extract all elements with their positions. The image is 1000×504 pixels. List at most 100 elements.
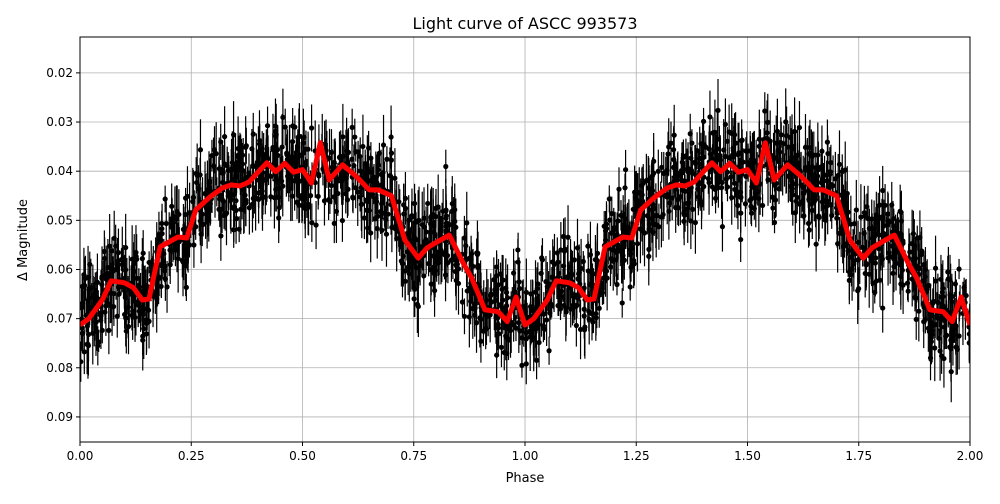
data-point (943, 332, 950, 338)
data-point (732, 140, 739, 146)
data-point (590, 319, 596, 325)
data-point (206, 178, 213, 184)
data-point (966, 324, 970, 330)
data-point (655, 168, 661, 174)
data-point (829, 212, 835, 219)
data-point (938, 294, 944, 300)
data-point (496, 331, 502, 337)
data-point (842, 167, 848, 173)
data-point (827, 169, 833, 175)
data-point (792, 154, 798, 161)
data-point (614, 281, 620, 288)
data-point (555, 259, 561, 265)
data-point (751, 205, 757, 212)
data-point (440, 208, 446, 214)
data-point (611, 225, 617, 231)
data-point (562, 246, 568, 252)
data-point (156, 275, 162, 281)
data-point (880, 187, 886, 194)
data-point (416, 217, 422, 224)
data-point (288, 185, 294, 191)
data-point (222, 134, 228, 140)
data-point (273, 186, 279, 192)
data-point (556, 270, 562, 276)
data-point (282, 124, 288, 130)
data-point (296, 133, 302, 139)
data-point (410, 259, 416, 265)
data-point (961, 285, 967, 291)
data-point (241, 202, 247, 208)
data-point (705, 176, 711, 182)
data-point (653, 221, 659, 228)
data-point (515, 247, 521, 253)
data-point (255, 177, 262, 183)
data-point (243, 143, 249, 149)
data-point (952, 281, 958, 287)
data-point (688, 218, 694, 224)
data-point (532, 326, 538, 332)
data-point (813, 178, 819, 184)
data-point (257, 138, 263, 144)
data-point (308, 125, 315, 131)
data-point (197, 147, 204, 153)
x-tick-label: 0.75 (400, 449, 427, 463)
data-point (443, 163, 449, 170)
data-point (764, 130, 770, 136)
x-tick-label: 1.25 (623, 449, 650, 463)
data-point (745, 161, 751, 167)
data-point (452, 207, 458, 213)
data-point (871, 226, 877, 232)
data-point (851, 221, 857, 227)
data-point (174, 247, 180, 253)
data-point (834, 215, 840, 221)
x-tick-label: 0.50 (289, 449, 316, 463)
data-point (616, 186, 622, 192)
data-point (107, 290, 113, 296)
data-point (219, 170, 226, 176)
data-point (339, 217, 346, 224)
x-tick-label: 1.75 (845, 449, 872, 463)
data-point (729, 194, 735, 201)
data-point (146, 259, 152, 266)
data-point (765, 119, 771, 125)
data-point (835, 172, 841, 178)
data-point (270, 144, 276, 151)
data-point (82, 275, 89, 281)
data-point (735, 152, 741, 158)
data-point (824, 198, 830, 204)
data-point (384, 156, 390, 162)
model-curve (80, 140, 970, 328)
data-point (574, 295, 581, 301)
data-point (756, 143, 762, 149)
data-point (667, 200, 673, 206)
data-point (110, 304, 117, 310)
data-point (123, 244, 129, 251)
x-tick-label: 1.50 (734, 449, 761, 463)
data-point (527, 334, 533, 340)
data-point (634, 241, 641, 247)
data-point (448, 257, 455, 263)
data-point (237, 147, 243, 153)
chart-title: Light curve of ASCC 993573 (412, 14, 637, 33)
data-point (931, 298, 937, 305)
data-point (236, 226, 242, 232)
data-point (684, 200, 690, 207)
data-point (680, 154, 687, 160)
data-point (835, 241, 841, 247)
data-point (879, 214, 885, 220)
data-point (360, 143, 366, 150)
data-point (409, 213, 415, 219)
data-point (115, 249, 122, 256)
data-point (105, 270, 111, 277)
data-point (681, 218, 687, 224)
data-point (578, 265, 584, 272)
data-point (877, 277, 883, 283)
data-point (629, 246, 635, 252)
data-point (539, 257, 546, 263)
data-point (134, 275, 140, 281)
data-point (461, 313, 468, 319)
data-point (742, 201, 749, 207)
data-point (880, 305, 886, 311)
data-point (303, 185, 309, 191)
data-point (947, 309, 953, 316)
